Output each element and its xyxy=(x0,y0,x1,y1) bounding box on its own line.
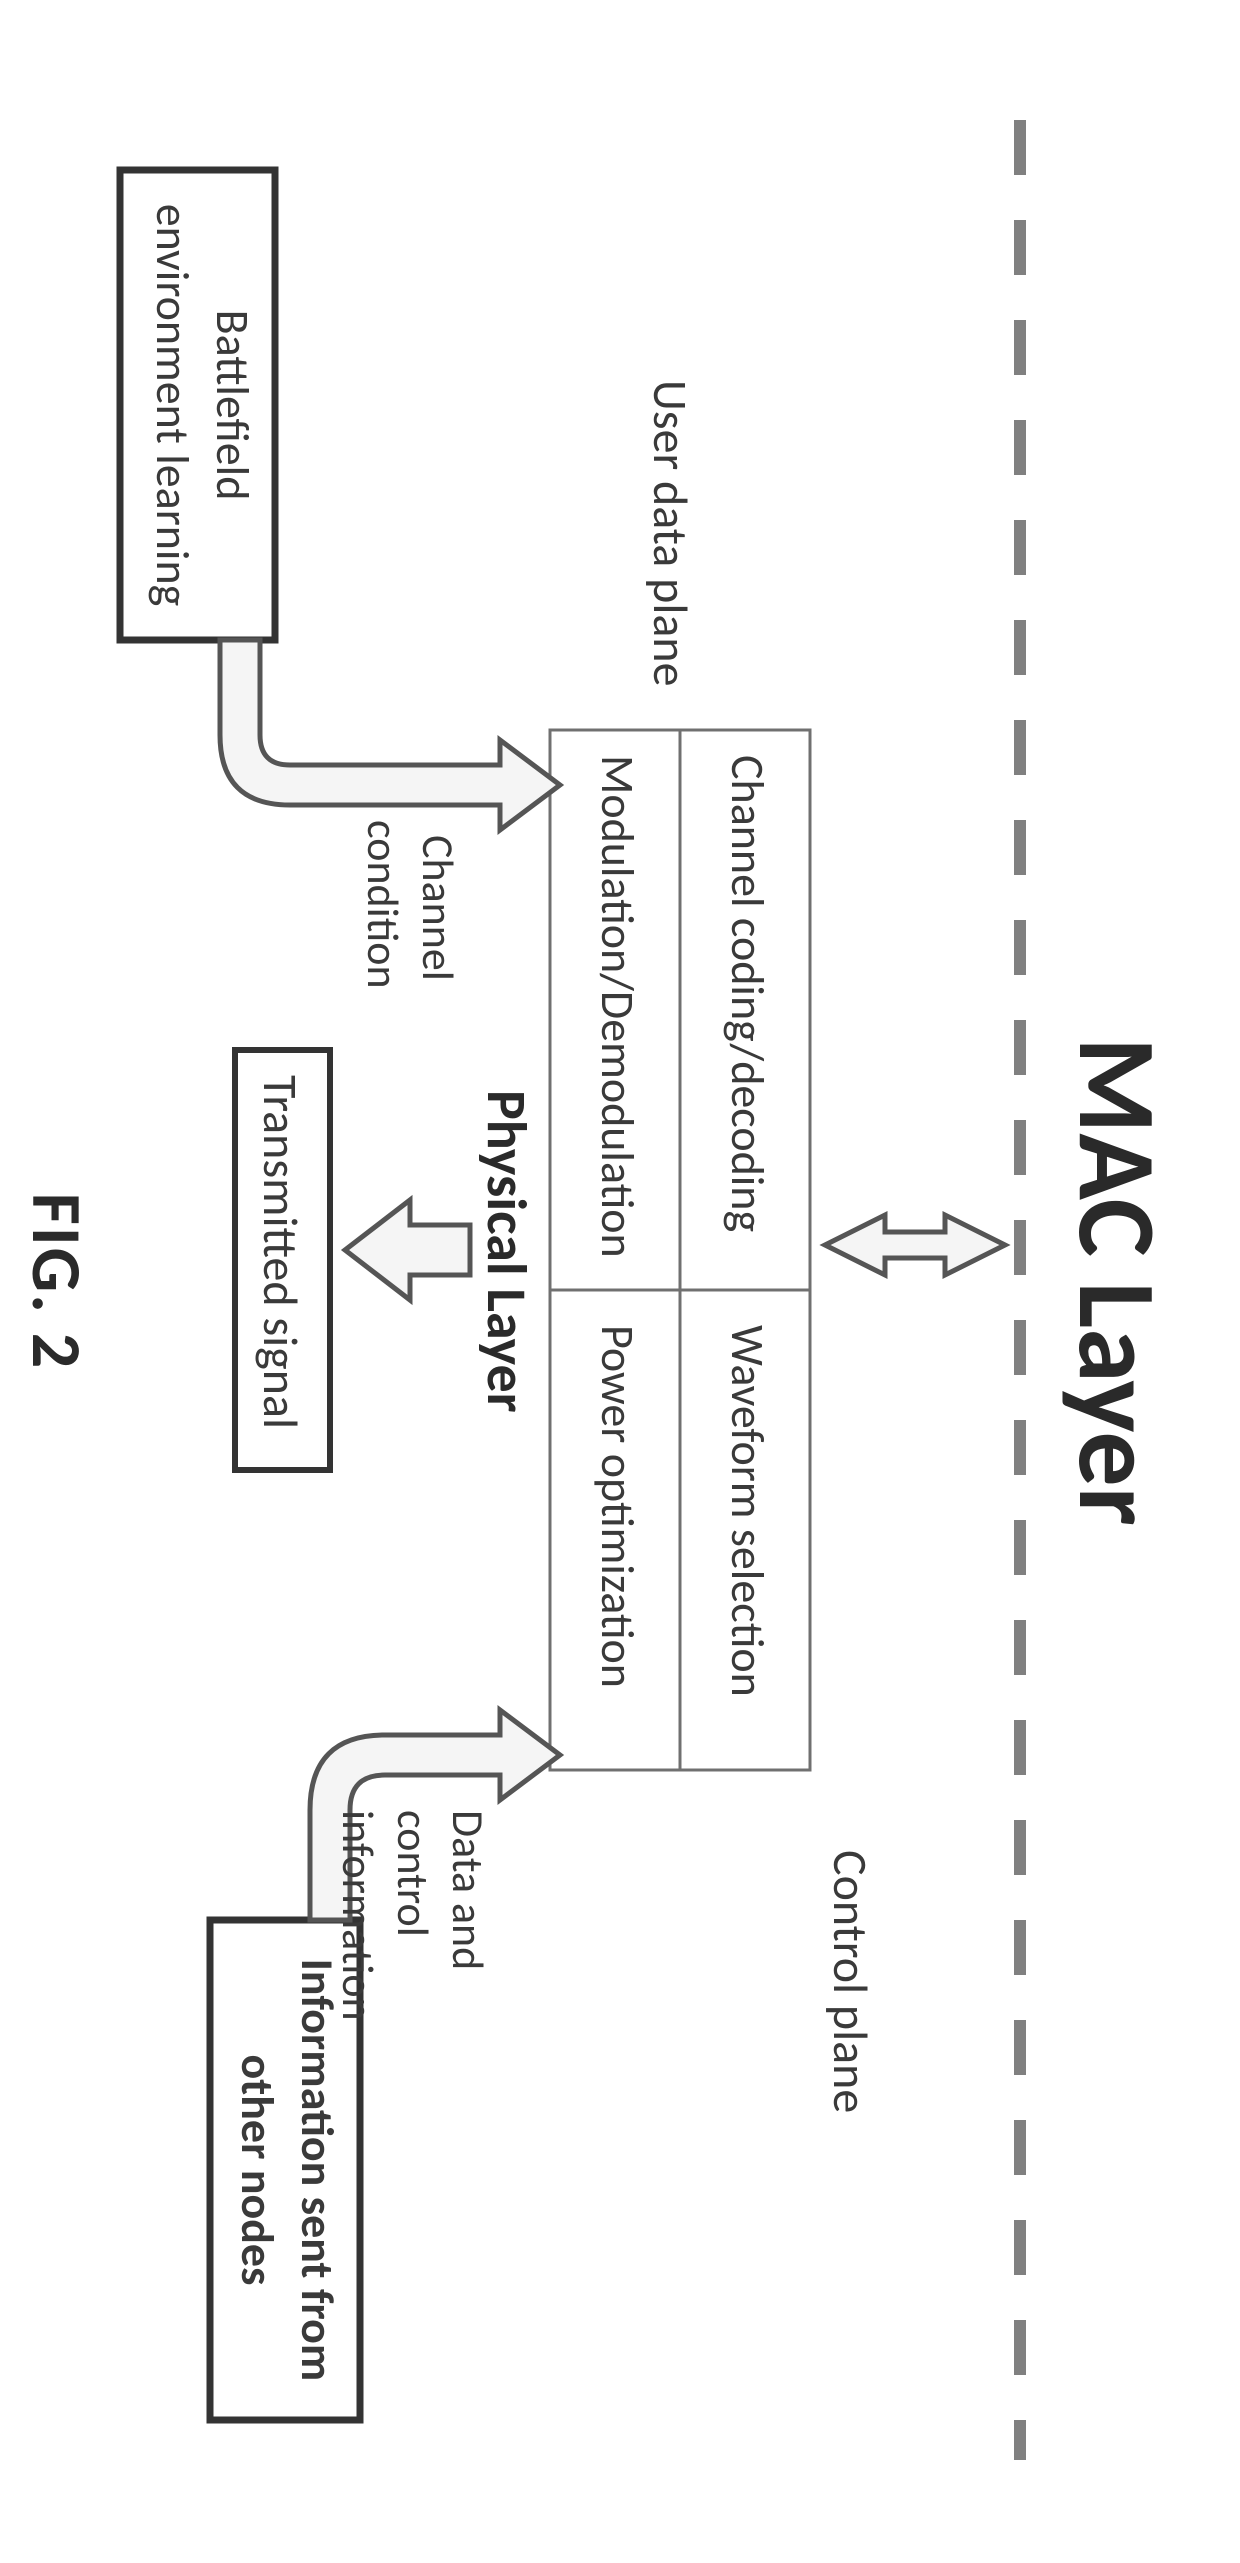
data-control-line2: control xyxy=(386,1810,440,1937)
mac-phy-arrow xyxy=(825,1215,1005,1275)
channel-condition-arrow xyxy=(220,640,560,830)
figure-label: FIG. 2 xyxy=(14,0,100,2563)
cell-channel-coding: Channel coding/decoding xyxy=(719,755,775,1232)
data-control-line1: Data and xyxy=(441,1810,495,1970)
cell-power: Power optimization xyxy=(589,1325,645,1688)
transmitted-signal-label: Transmitted signal xyxy=(251,1075,310,1429)
cell-modulation: Modulation/Demodulation xyxy=(589,755,645,1258)
control-plane-label: Control plane xyxy=(821,1850,880,2113)
channel-condition-line1: Channel xyxy=(411,835,465,981)
user-data-plane-label: User data plane xyxy=(641,380,700,686)
transmitted-arrow xyxy=(345,1200,470,1300)
battlefield-line1: Battlefield xyxy=(204,170,260,640)
mac-layer-title: MAC Layer xyxy=(1050,0,1185,2563)
data-control-line3: information xyxy=(331,1810,385,2021)
channel-condition-line2: condition xyxy=(356,820,410,989)
battlefield-line2: environment learning xyxy=(144,170,200,640)
cell-waveform: Waveform selection xyxy=(719,1325,775,1697)
physical-layer-label: Physical Layer xyxy=(472,1090,540,1413)
info-nodes-line2: other nodes xyxy=(229,1920,285,2420)
